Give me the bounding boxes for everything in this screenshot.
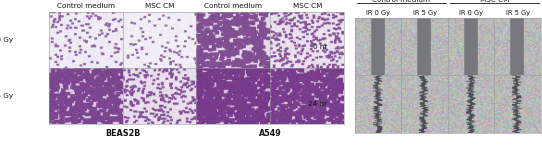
Text: BEAS2B: BEAS2B — [105, 129, 140, 138]
Text: IR 5 Gy: IR 5 Gy — [412, 10, 437, 16]
Text: Control medium: Control medium — [204, 3, 262, 9]
Text: IR 0 Gy: IR 0 Gy — [459, 10, 483, 16]
Y-axis label: 0 hr: 0 hr — [313, 44, 327, 50]
Text: MSC CM: MSC CM — [293, 3, 322, 9]
Y-axis label: IR 0 Gy: IR 0 Gy — [0, 37, 12, 43]
Text: IR 0 Gy: IR 0 Gy — [366, 10, 390, 16]
Text: MSC CM: MSC CM — [480, 0, 509, 3]
Text: MSC CM: MSC CM — [145, 3, 174, 9]
Text: A549: A549 — [259, 129, 282, 138]
Text: Control medium: Control medium — [372, 0, 430, 3]
Y-axis label: 24 hr: 24 hr — [308, 101, 327, 107]
Text: Control medium: Control medium — [57, 3, 115, 9]
Text: IR 5 Gy: IR 5 Gy — [506, 10, 530, 16]
Y-axis label: IR 5 Gy: IR 5 Gy — [0, 93, 12, 99]
